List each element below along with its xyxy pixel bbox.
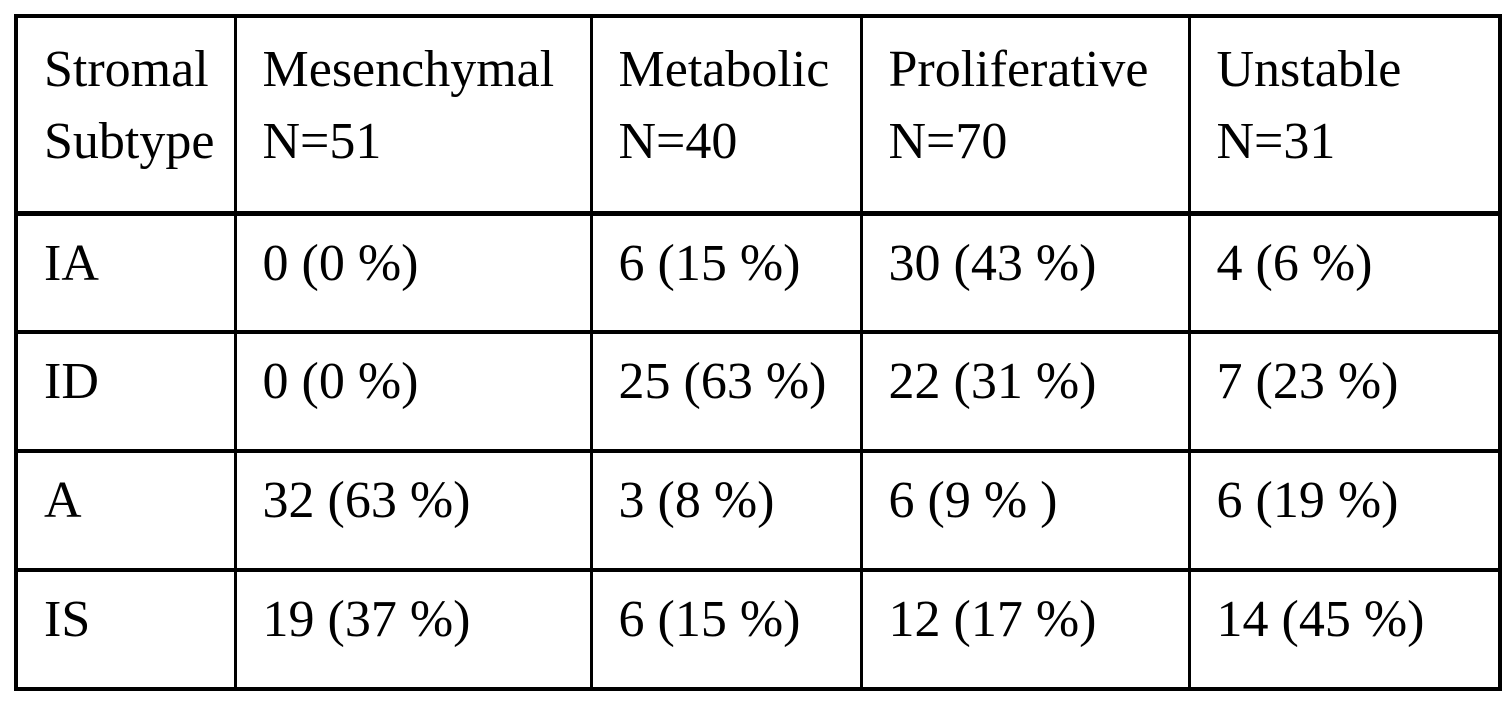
row-label: IS (14, 568, 237, 691)
row-label: IA (14, 211, 237, 334)
header-subtitle: N=40 (618, 112, 738, 170)
cell-value: 0 (0 %) (233, 330, 593, 453)
row-label: ID (14, 330, 237, 453)
stromal-subtype-table: Stromal Subtype Mesenchymal N=51 Metabol… (14, 14, 1502, 691)
header-title: Mesenchymal (262, 41, 555, 98)
cell-value: 4 (6 %) (1187, 211, 1502, 334)
header-title: Unstable (1216, 41, 1402, 98)
cell-value: 22 (31 %) (859, 330, 1191, 453)
header-title: Metabolic (618, 41, 830, 98)
header-title: Stromal (44, 41, 209, 98)
cell-value: 6 (15 %) (589, 568, 863, 691)
cell-value: 6 (19 %) (1187, 449, 1502, 572)
header-subtitle: Subtype (44, 112, 215, 170)
header-subtitle: N=31 (1216, 112, 1336, 170)
header-cell-stromal-subtype: Stromal Subtype (14, 14, 237, 216)
cell-value: 25 (63 %) (589, 330, 863, 453)
header-row: Stromal Subtype Mesenchymal N=51 Metabol… (14, 14, 1502, 216)
header-subtitle: N=70 (888, 112, 1008, 170)
cell-value: 6 (15 %) (589, 211, 863, 334)
cell-value: 0 (0 %) (233, 211, 593, 334)
table-row-is: IS 19 (37 %) 6 (15 %) 12 (17 %) 14 (45 %… (14, 568, 1502, 691)
header-cell-unstable: Unstable N=31 (1187, 14, 1502, 216)
table-row-ia: IA 0 (0 %) 6 (15 %) 30 (43 %) 4 (6 %) (14, 211, 1502, 334)
cell-value: 12 (17 %) (859, 568, 1191, 691)
header-cell-proliferative: Proliferative N=70 (859, 14, 1191, 216)
header-subtitle: N=51 (262, 112, 382, 170)
row-label: A (14, 449, 237, 572)
cell-value: 30 (43 %) (859, 211, 1191, 334)
header-title: Proliferative (888, 41, 1149, 98)
cell-value: 6 (9 % ) (859, 449, 1191, 572)
header-cell-metabolic: Metabolic N=40 (589, 14, 863, 216)
cell-value: 7 (23 %) (1187, 330, 1502, 453)
cell-value: 14 (45 %) (1187, 568, 1502, 691)
table-row-id: ID 0 (0 %) 25 (63 %) 22 (31 %) 7 (23 %) (14, 330, 1502, 453)
cell-value: 32 (63 %) (233, 449, 593, 572)
table-row-a: A 32 (63 %) 3 (8 %) 6 (9 % ) 6 (19 %) (14, 449, 1502, 572)
cell-value: 19 (37 %) (233, 568, 593, 691)
header-cell-mesenchymal: Mesenchymal N=51 (233, 14, 593, 216)
cell-value: 3 (8 %) (589, 449, 863, 572)
